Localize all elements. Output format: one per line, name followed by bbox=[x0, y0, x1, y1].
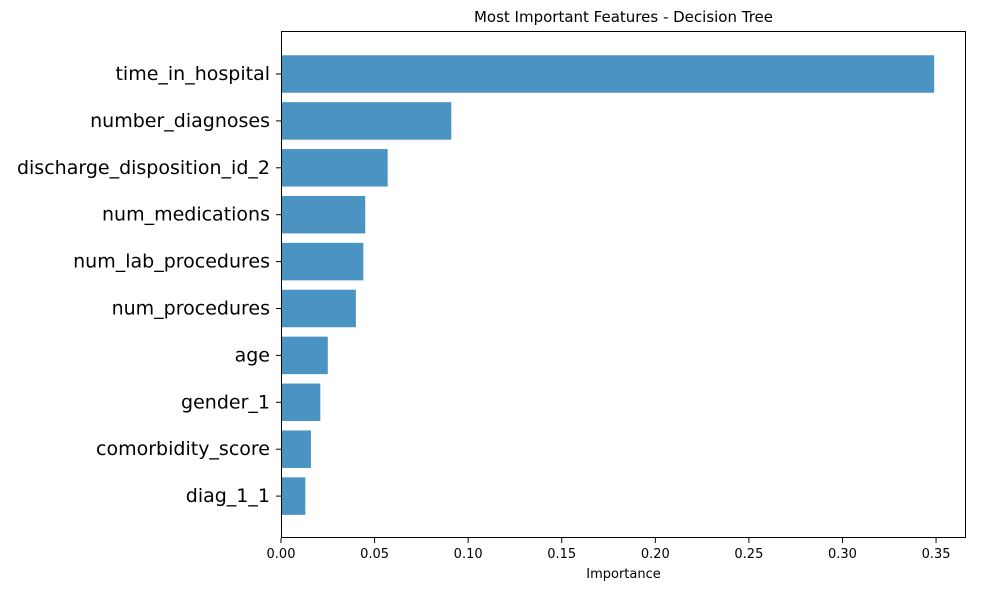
plot-frame bbox=[281, 31, 966, 538]
bars-group bbox=[281, 55, 935, 515]
x-tick-label: 0.15 bbox=[547, 547, 576, 562]
x-tick-label: 0.05 bbox=[360, 547, 389, 562]
y-tick-label: time_in_hospital bbox=[115, 63, 270, 85]
y-tick-label: num_lab_procedures bbox=[73, 251, 270, 273]
bar-num_lab_procedures bbox=[281, 242, 364, 281]
bar-number_diagnoses bbox=[281, 102, 452, 140]
bar-num_procedures bbox=[281, 289, 356, 328]
bar-gender_1 bbox=[281, 383, 321, 422]
x-axis: 0.00 0.05 0.10 0.15 0.20 0.25 0.30 0.35 bbox=[267, 538, 951, 562]
y-axis-labels: time_in_hospital number_diagnoses discharg… bbox=[17, 63, 281, 507]
x-tick-label: 0.25 bbox=[734, 547, 763, 562]
y-tick-label: discharge_disposition_id_2 bbox=[17, 157, 270, 179]
chart-title: Most Important Features - Decision Tree bbox=[474, 8, 773, 26]
x-tick-label: 0.20 bbox=[641, 547, 670, 562]
y-tick-label: num_medications bbox=[102, 204, 270, 226]
y-tick-label: diag_1_1 bbox=[186, 485, 270, 507]
x-axis-label: Importance bbox=[586, 567, 661, 582]
bar-discharge_disposition_id_2 bbox=[281, 149, 388, 187]
x-tick-label: 0.10 bbox=[454, 547, 483, 562]
bar-diag_1_1 bbox=[281, 477, 306, 515]
x-tick-label: 0.00 bbox=[267, 547, 296, 562]
bar-comorbidity_score bbox=[281, 430, 311, 468]
bar-num_medications bbox=[281, 195, 366, 234]
y-tick-label: num_procedures bbox=[112, 298, 270, 320]
y-tick-label: gender_1 bbox=[181, 391, 270, 413]
bar-time_in_hospital bbox=[281, 55, 935, 93]
x-tick-label: 0.30 bbox=[828, 547, 857, 562]
y-tick-label: age bbox=[235, 344, 270, 366]
y-tick-label: comorbidity_score bbox=[96, 438, 270, 460]
y-tick-label: number_diagnoses bbox=[90, 110, 270, 132]
bar-age bbox=[281, 336, 328, 375]
x-tick-label: 0.35 bbox=[922, 547, 951, 562]
